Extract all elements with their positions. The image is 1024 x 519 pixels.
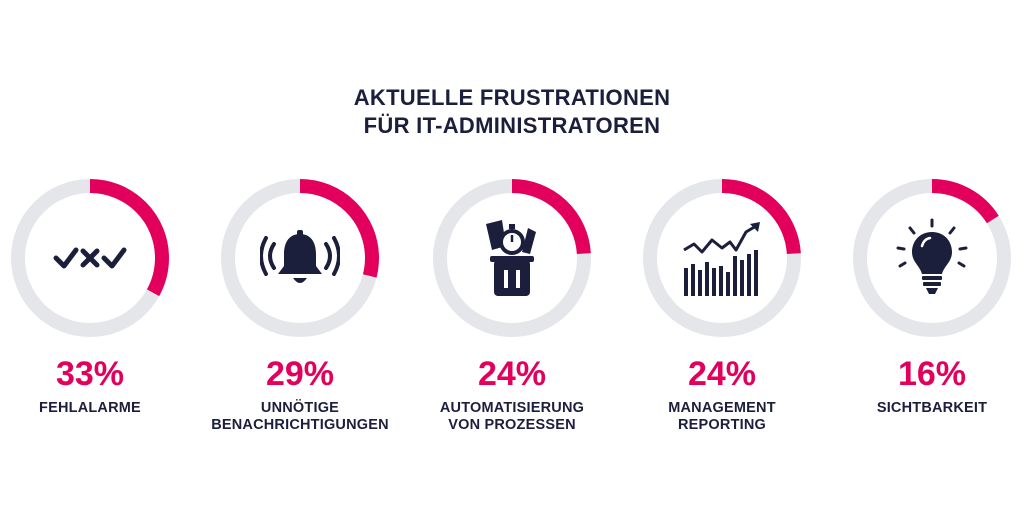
stat-card-management-reporting: 24% MANAGEMENT REPORTING: [632, 178, 812, 458]
donut-ring: [433, 179, 591, 337]
stat-label: AUTOMATISIERUNG VON PROZESSEN: [402, 400, 622, 434]
stat-label: MANAGEMENT REPORTING: [612, 400, 832, 434]
title-line-2: FÜR IT-ADMINISTRATOREN: [363, 113, 661, 138]
stat-value: 16%: [897, 355, 967, 393]
check-x-check-icon: [53, 247, 127, 269]
stat-label-line: FEHLALARME: [39, 400, 141, 416]
stat-value: 24%: [687, 355, 757, 393]
tools-bin-stopwatch-icon: [486, 220, 536, 296]
stat-label-line: BENACHRICHTIGUNGEN: [211, 417, 389, 433]
chart-title: AKTUELLE FRUSTRATIONEN FÜR IT-ADMINISTRA…: [0, 84, 1024, 140]
donut-arc: [643, 179, 801, 337]
stat-label-line: VON PROZESSEN: [448, 417, 576, 433]
stat-label: SICHTBARKEIT: [822, 400, 1024, 417]
bar-chart-trend-icon: [683, 222, 760, 296]
stat-card-automatisierung: 24% AUTOMATISIERUNG VON PROZESSEN: [422, 178, 602, 458]
stat-label-line: MANAGEMENT: [668, 400, 776, 416]
stat-value: 29%: [265, 355, 335, 393]
stat-card-sichtbarkeit: 16% SICHTBARKEIT: [842, 178, 1022, 458]
donut-arc: [853, 179, 1011, 337]
donut-arc: [433, 179, 591, 337]
stat-label: UNNÖTIGE BENACHRICHTIGUNGEN: [190, 400, 410, 434]
donut-arc: [221, 179, 379, 337]
stat-label-line: REPORTING: [678, 417, 766, 433]
donut-ring: [221, 179, 379, 337]
donut-ring: [11, 179, 169, 337]
stat-label-line: UNNÖTIGE: [260, 400, 340, 416]
stat-card-fehlalarme: 33% FEHLALARME: [0, 178, 180, 458]
stat-card-benachrichtigungen: 29% UNNÖTIGE BENACHRICHTIGUNGEN: [210, 178, 390, 458]
donut-ring: [853, 179, 1011, 337]
lightbulb-icon: [896, 218, 968, 294]
stat-label-line: AUTOMATISIERUNG: [439, 400, 585, 416]
stat-value: 24%: [477, 355, 547, 393]
stat-value: 33%: [55, 355, 125, 393]
ringing-bell-icon: [260, 230, 340, 283]
title-line-1: AKTUELLE FRUSTRATIONEN: [353, 85, 671, 110]
stat-label-line: SICHTBARKEIT: [876, 400, 988, 416]
donut-arc: [11, 179, 169, 337]
stat-label: FEHLALARME: [0, 400, 200, 417]
donut-ring: [643, 179, 801, 337]
